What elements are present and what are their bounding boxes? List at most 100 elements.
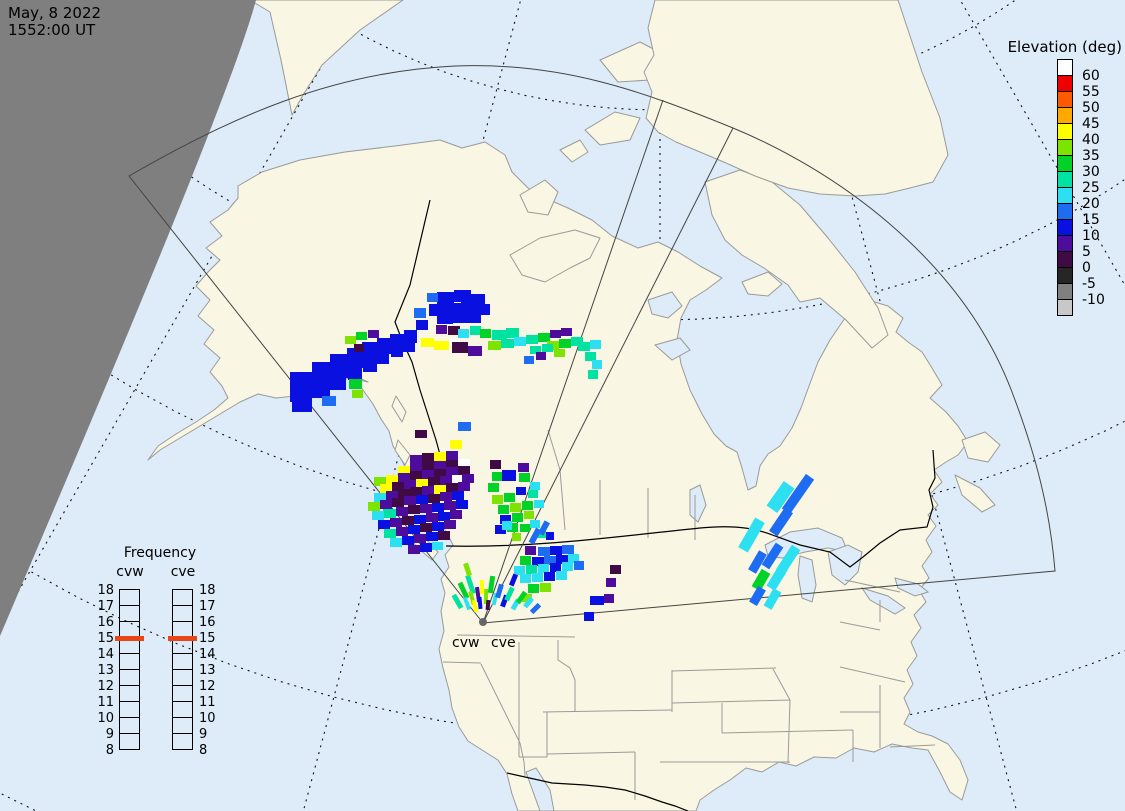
echo-cell bbox=[434, 469, 446, 478]
international-borders bbox=[394, 199, 936, 811]
echo-cell bbox=[347, 348, 363, 368]
freq-tick-label: 8 bbox=[105, 743, 114, 758]
echo-cell bbox=[578, 342, 590, 351]
echo-cell bbox=[488, 483, 499, 492]
echo-cell bbox=[500, 515, 511, 524]
echo-cell bbox=[554, 349, 565, 357]
echo-cell bbox=[477, 596, 483, 610]
echo-cell bbox=[523, 596, 534, 609]
frequency-panel-title: Frequency bbox=[123, 545, 197, 561]
freq-scale-cell bbox=[119, 589, 140, 606]
echo-cell bbox=[592, 360, 602, 369]
echo-cell bbox=[480, 329, 491, 338]
echo-cell bbox=[562, 545, 574, 554]
freq-tick-label: 15 bbox=[97, 631, 114, 646]
echo-cell bbox=[479, 579, 485, 595]
echo-cell bbox=[522, 501, 533, 510]
echo-cell bbox=[504, 586, 515, 602]
freq-tick-label: 13 bbox=[97, 663, 114, 678]
echo-cell bbox=[422, 453, 434, 462]
echo-cell bbox=[542, 344, 553, 352]
echo-cell bbox=[434, 341, 449, 350]
echo-cell bbox=[492, 330, 507, 340]
echo-cell bbox=[530, 482, 540, 490]
legend-tick-label: 45 bbox=[1082, 116, 1100, 132]
echo-cell bbox=[452, 342, 468, 353]
echo-cell bbox=[440, 476, 452, 485]
freq-scale-cell bbox=[119, 605, 140, 622]
echo-cell bbox=[292, 398, 312, 412]
echo-cell bbox=[380, 484, 392, 493]
legend-tick-label: 20 bbox=[1082, 196, 1100, 212]
echo-cell bbox=[416, 320, 428, 330]
echo-cell bbox=[420, 543, 432, 552]
echo-cell bbox=[524, 356, 534, 364]
echo-cell bbox=[408, 525, 420, 534]
legend-segment bbox=[1057, 139, 1073, 156]
echo-cell bbox=[458, 482, 470, 491]
echo-cell bbox=[562, 562, 573, 571]
echo-cell bbox=[322, 396, 336, 406]
echo-cell bbox=[525, 546, 536, 555]
echo-cell bbox=[528, 527, 542, 545]
echo-cell bbox=[445, 303, 461, 314]
legend-tick-label: 55 bbox=[1082, 84, 1100, 100]
echo-cell bbox=[550, 563, 561, 572]
echo-cell bbox=[748, 550, 767, 574]
echo-cell bbox=[528, 490, 538, 498]
echo-cell bbox=[590, 340, 601, 349]
echo-cell bbox=[452, 475, 464, 484]
echo-cell bbox=[488, 341, 501, 350]
echo-cell bbox=[457, 581, 470, 600]
echo-cell bbox=[440, 492, 452, 501]
echo-cell bbox=[530, 346, 541, 354]
echo-cell bbox=[559, 339, 571, 348]
echo-cell bbox=[362, 342, 378, 360]
echo-cell bbox=[606, 578, 616, 587]
land-southampton-island bbox=[741, 271, 783, 297]
echo-cell bbox=[410, 455, 422, 464]
legend-tick-label: 50 bbox=[1082, 100, 1100, 116]
echo-cell bbox=[396, 507, 408, 516]
legend-tick-label: 35 bbox=[1082, 148, 1100, 164]
echo-cell bbox=[514, 337, 526, 346]
freq-marker-cve bbox=[168, 636, 197, 641]
freq-scale-cell bbox=[172, 733, 193, 750]
echo-cell bbox=[504, 493, 515, 502]
echo-cell bbox=[501, 339, 514, 348]
radar-label-cve: cve bbox=[491, 635, 516, 651]
echo-cell bbox=[495, 583, 504, 599]
echo-cell bbox=[463, 562, 472, 577]
freq-tick-label: 12 bbox=[97, 679, 114, 694]
echo-cell bbox=[390, 518, 402, 527]
echo-cell bbox=[378, 520, 390, 529]
echo-cell bbox=[516, 487, 526, 495]
echo-cell bbox=[462, 596, 472, 611]
echo-cell bbox=[398, 466, 410, 475]
echo-cell bbox=[585, 352, 596, 361]
echo-cell bbox=[374, 493, 386, 502]
freq-tick-label: 12 bbox=[199, 679, 216, 694]
echo-cell bbox=[403, 343, 415, 352]
land-victoria-island bbox=[509, 229, 601, 283]
echo-cell bbox=[354, 344, 364, 352]
echo-cell bbox=[348, 368, 362, 380]
night-terminator bbox=[0, 0, 256, 636]
echo-cell bbox=[421, 338, 434, 347]
echo-cell bbox=[444, 501, 456, 510]
echo-cell bbox=[402, 536, 414, 545]
legend-colorbar bbox=[1057, 59, 1073, 316]
echo-cell bbox=[487, 575, 496, 594]
echo-cell bbox=[498, 505, 509, 514]
legend-segment bbox=[1057, 219, 1073, 236]
great-bear-lake bbox=[647, 291, 683, 319]
echo-cell bbox=[518, 463, 529, 472]
legend-tick-label: 60 bbox=[1082, 68, 1100, 84]
freq-tick-label: 10 bbox=[199, 711, 216, 726]
lake-ontario bbox=[894, 577, 930, 597]
echo-cell bbox=[450, 510, 462, 519]
freq-column-label-cve: cve bbox=[170, 564, 196, 580]
echo-cell bbox=[763, 588, 782, 610]
echo-cell bbox=[550, 546, 562, 555]
echo-cell bbox=[392, 498, 404, 507]
